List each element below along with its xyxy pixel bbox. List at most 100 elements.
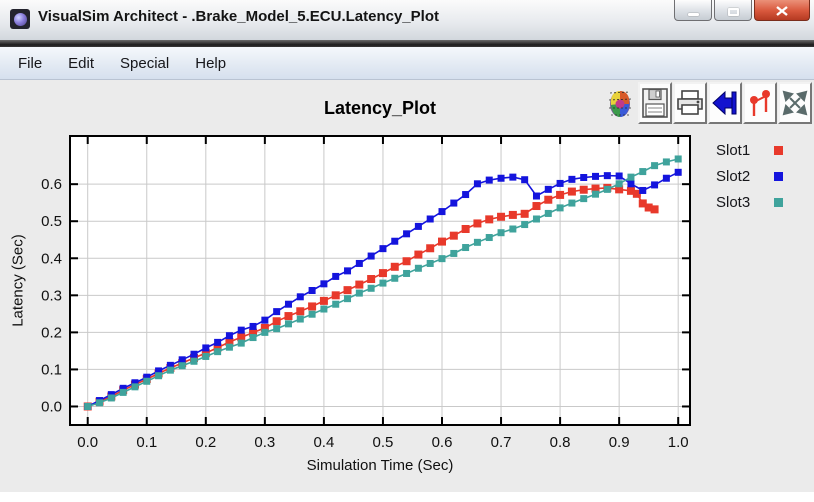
series-marker-slot3 [296,315,304,323]
series-marker-slot2 [237,326,245,334]
menu-help[interactable]: Help [195,54,227,72]
series-marker-slot2 [497,174,505,182]
series-marker-slot2 [532,192,540,200]
series-marker-slot1 [390,262,399,271]
y-tick-label: 0.2 [41,324,62,341]
series-marker-slot1 [638,199,647,208]
series-marker-slot2 [509,173,517,181]
y-tick-label: 0.3 [41,287,62,304]
plot-frame [69,135,691,426]
series-marker-slot1 [284,312,293,321]
series-marker-slot3 [225,343,233,351]
legend-swatch-red [774,146,783,155]
series-marker-slot1 [426,244,435,253]
x-tick-label: 0.7 [491,434,512,451]
series-marker-slot3 [403,269,411,277]
series-marker-slot2 [485,176,493,184]
menu-file[interactable]: File [18,54,43,72]
x-tick-label: 0.4 [313,434,334,451]
series-marker-slot3 [391,274,399,282]
series-marker-slot3 [119,388,127,396]
legend-swatch-teal [774,198,783,207]
fill-plot-button[interactable] [778,82,812,124]
series-marker-slot3 [96,399,104,407]
print-icon [677,90,703,115]
maximize-button[interactable] [714,0,752,21]
series-marker-slot1 [532,202,541,211]
x-tick-label: 0.5 [373,434,394,451]
series-marker-slot2 [473,180,481,188]
close-button[interactable] [754,0,810,21]
series-marker-slot3 [426,259,434,267]
series-marker-slot2 [674,168,682,176]
series-marker-slot1 [579,185,588,194]
series-marker-slot3 [84,402,92,410]
menubar: File Edit Special Help [0,47,814,80]
save-button[interactable] [638,82,672,124]
series-marker-slot3 [367,284,375,292]
series-marker-slot2 [414,222,422,230]
series-marker-slot3 [355,289,363,297]
series-marker-slot1 [632,189,641,198]
legend-label: Slot2 [716,168,751,185]
y-tick-label: 0.5 [41,213,62,230]
series-marker-slot2 [131,379,139,387]
series-marker-slot3 [580,195,588,203]
series-marker-slot2 [202,344,210,352]
series-marker-slot2 [450,199,458,207]
series-marker-slot3 [592,190,600,198]
series-marker-slot2 [603,172,611,180]
window-title: VisualSim Architect - .Brake_Model_5.ECU… [38,8,439,25]
minimize-button[interactable] [674,0,712,21]
menu-edit[interactable]: Edit [68,54,95,72]
series-marker-slot2 [639,186,647,194]
series-marker-slot3 [438,255,446,263]
series-marker-slot3 [237,339,245,347]
series-marker-slot2 [391,237,399,245]
y-tick-label: 0.6 [41,176,62,193]
series-marker-slot1 [520,209,529,218]
x-tick-label: 0.9 [609,434,630,451]
series-marker-slot2 [296,293,304,301]
series-marker-slot2 [214,338,222,346]
series-marker-slot3 [627,173,635,181]
series-marker-slot3 [544,209,552,217]
series-marker-slot3 [190,357,198,365]
series-marker-slot3 [131,383,139,391]
series-marker-slot2 [249,322,257,330]
series-marker-slot2 [143,373,151,381]
series-marker-slot3 [556,204,564,212]
print-button[interactable] [673,82,707,124]
series-marker-slot3 [651,162,659,170]
window-frame-band [0,40,814,47]
legend-item-slot1: Slot1 [716,142,783,159]
series-marker-slot3 [107,394,115,402]
series-marker-slot2 [403,230,411,238]
series-marker-slot3 [674,155,682,163]
fill-plot-icon [782,90,808,116]
x-tick-label: 0.8 [550,434,571,451]
series-marker-slot1 [378,269,387,278]
x-tick-label: 0.3 [254,434,275,451]
edit-format-button[interactable] [743,82,777,124]
series-marker-slot2 [521,176,529,184]
series-marker-slot1 [249,328,258,337]
series-marker-slot2 [615,172,623,180]
series-marker-slot1 [626,186,635,195]
reset-axes-button[interactable] [708,82,742,124]
series-marker-slot2 [166,361,174,369]
series-marker-slot3 [532,215,540,223]
series-marker-slot1 [414,250,423,259]
series-marker-slot2 [426,215,434,223]
series-marker-slot2 [662,174,670,182]
palette-button[interactable] [603,82,637,124]
series-marker-slot3 [603,185,611,193]
series-marker-slot2 [556,179,564,187]
series-marker-slot3 [379,279,387,287]
series-marker-slot1 [508,210,517,219]
menu-special[interactable]: Special [120,54,170,72]
app-icon [10,9,30,29]
series-marker-slot1 [296,307,305,316]
series-marker-slot2 [592,172,600,180]
